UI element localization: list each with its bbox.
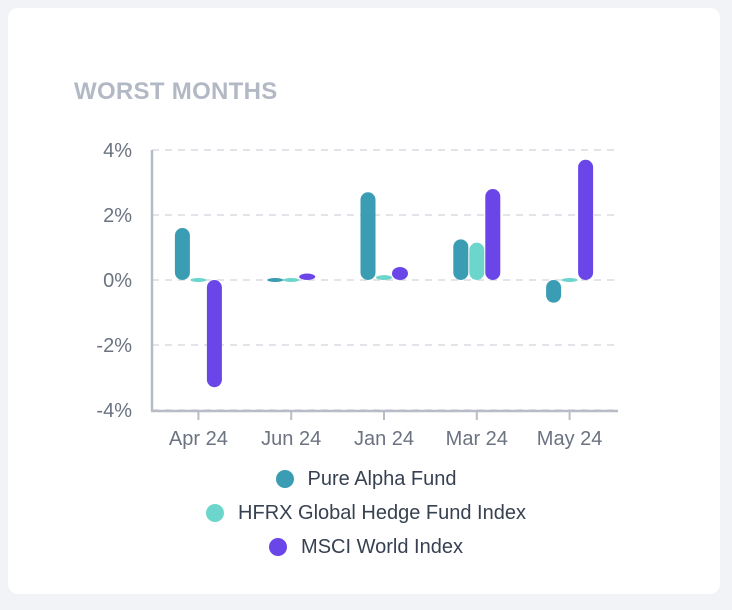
y-tick-label: 4% [103, 140, 132, 162]
legend-swatch [275, 470, 294, 488]
x-tick-label: Jan 24 [354, 428, 414, 450]
legend-label: Pure Alpha Fund [307, 467, 457, 490]
bar [392, 267, 408, 280]
x-tick-label: May 24 [537, 428, 603, 450]
bar [360, 192, 376, 280]
legend-item[interactable]: HFRX Global Hedge Fund Index [0, 496, 732, 530]
bar [174, 228, 190, 280]
bar [299, 273, 316, 280]
bar [206, 280, 222, 388]
bar [578, 159, 594, 280]
y-tick-label: -2% [96, 335, 132, 357]
bar [283, 278, 300, 282]
chart-legend: Pure Alpha Fund HFRX Global Hedge Fund In… [0, 462, 732, 564]
legend-item[interactable]: MSCI World Index [0, 530, 732, 564]
bar [190, 278, 207, 282]
bar [376, 275, 392, 280]
y-tick-label: 2% [103, 205, 132, 227]
x-tick-label: Apr 24 [169, 428, 228, 450]
legend-item[interactable]: Pure Alpha Fund [0, 462, 732, 496]
bar [546, 280, 562, 303]
bar [469, 242, 485, 280]
y-tick-label: -4% [96, 400, 132, 422]
legend-label: MSCI World Index [301, 535, 463, 558]
x-tick-label: Mar 24 [446, 428, 508, 450]
y-tick-label: 0% [103, 270, 132, 292]
legend-swatch [206, 504, 225, 522]
chart-card [8, 8, 720, 594]
bar [485, 189, 501, 280]
legend-label: HFRX Global Hedge Fund Index [238, 501, 526, 524]
legend-swatch [269, 538, 288, 556]
bar [267, 278, 284, 282]
x-tick-label: Jun 24 [261, 428, 321, 450]
bar [453, 239, 469, 280]
bar [561, 278, 578, 282]
chart-title: WORST MONTHS [74, 78, 278, 105]
